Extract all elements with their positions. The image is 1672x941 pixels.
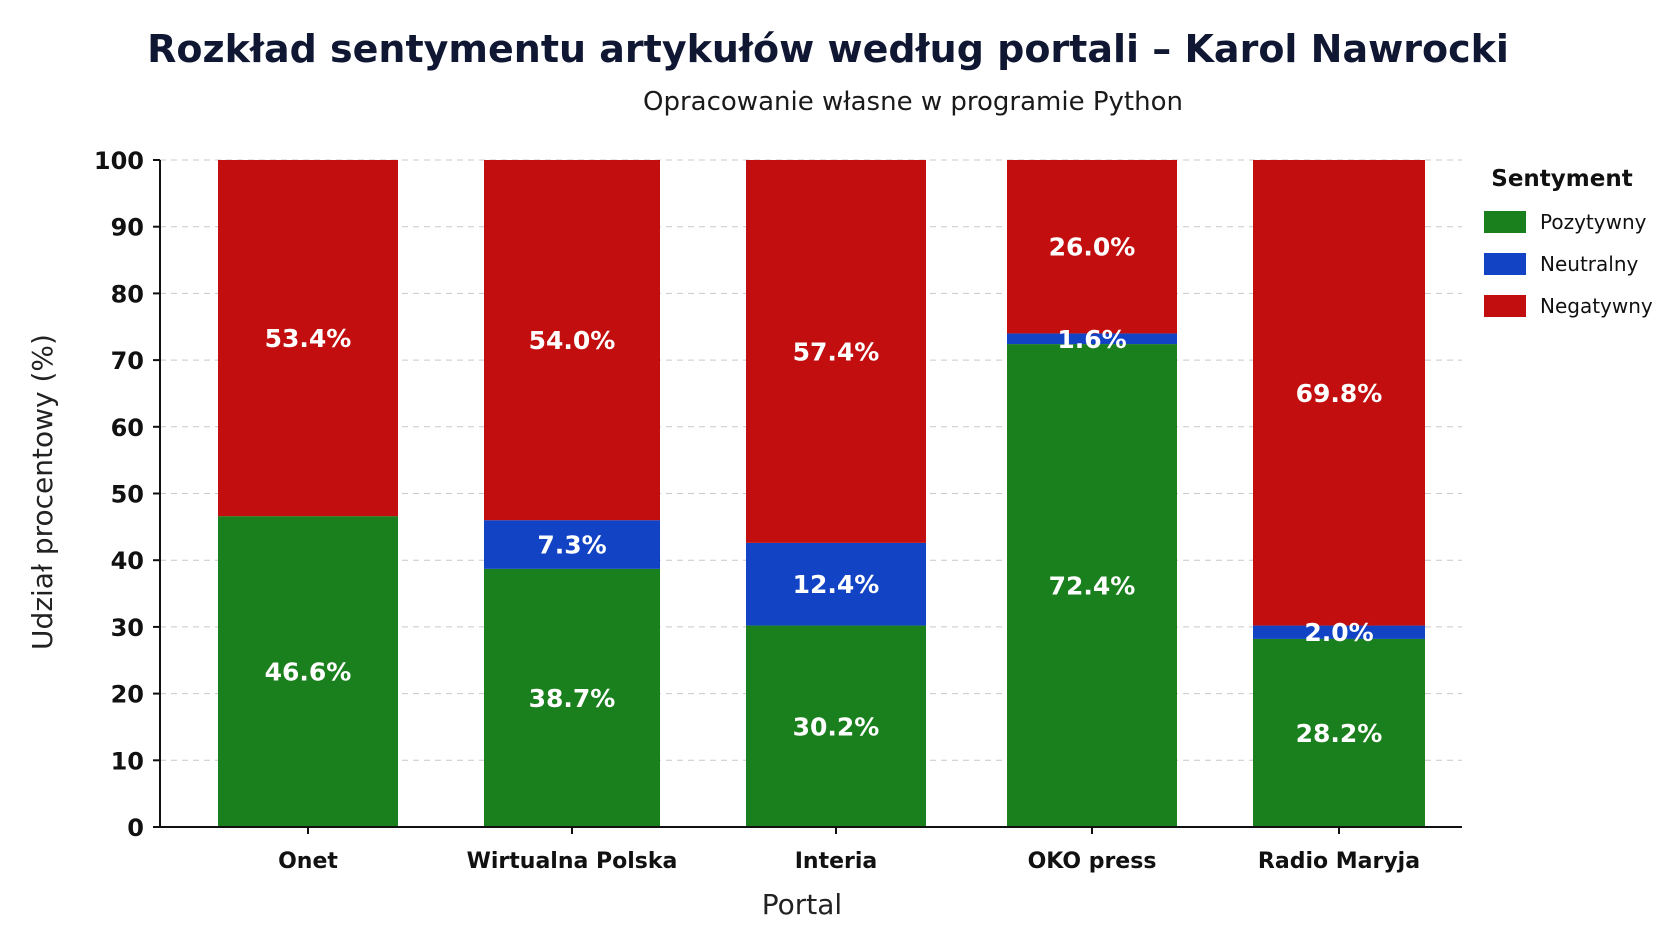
bar-segment-pozytywny	[746, 625, 926, 827]
legend-swatch-pozytywny	[1484, 211, 1526, 233]
bar-value-labels: 46.6% 53.4% 38.7% 7.3% 54.0% 30.2% 12.4% 57.4% 7…	[265, 233, 1383, 748]
bar-segment-neutralny	[1007, 333, 1177, 345]
y-tick-label: 70	[111, 347, 144, 375]
x-tick-label: Radio Maryja	[1258, 849, 1420, 874]
bar-segment-negatywny	[746, 160, 926, 543]
bar-value-label: 1.6%	[1057, 325, 1126, 354]
bar-value-label: 57.4%	[793, 337, 880, 366]
y-tick-label: 30	[111, 614, 144, 642]
bar-segment-pozytywny	[1007, 344, 1177, 827]
bar-value-label: 7.3%	[537, 531, 606, 560]
legend: Sentyment Pozytywny Neutralny Negatywny	[1484, 166, 1653, 318]
y-tick-label: 90	[111, 214, 144, 242]
legend-label-pozytywny: Pozytywny	[1540, 210, 1647, 234]
bar-segment-negatywny	[1253, 160, 1425, 626]
bar-value-label: 54.0%	[529, 326, 616, 355]
axes: 0 10 20 30 40 50 60 70 80 90 100 Onet Wirtualna Pols…	[94, 147, 1462, 874]
legend-swatch-neutralny	[1484, 253, 1526, 275]
bar-value-label: 72.4%	[1049, 572, 1136, 601]
bar-value-label: 12.4%	[793, 570, 880, 599]
y-tick-label: 60	[111, 414, 144, 442]
y-tick-label: 80	[111, 280, 144, 308]
bar-segment-negatywny	[484, 160, 660, 521]
y-tick-label: 10	[111, 747, 144, 775]
x-tick-label: Interia	[795, 849, 878, 874]
chart-title: Rozkład sentymentu artykułów według port…	[147, 27, 1509, 71]
chart-subtitle: Opracowanie własne w programie Python	[643, 87, 1183, 117]
bar-value-label: 2.0%	[1304, 618, 1373, 647]
x-tick-label: OKO press	[1028, 849, 1157, 874]
legend-label-neutralny: Neutralny	[1540, 252, 1638, 276]
bar-value-label: 46.6%	[265, 658, 352, 687]
legend-label-negatywny: Negatywny	[1540, 294, 1653, 318]
bar-segment-pozytywny	[218, 516, 398, 827]
bar-segment-pozytywny	[484, 568, 660, 827]
bar-value-label: 28.2%	[1296, 719, 1383, 748]
y-tick-label: 0	[127, 814, 144, 842]
bar-value-label: 26.0%	[1049, 233, 1136, 262]
bar-value-label: 69.8%	[1296, 379, 1383, 408]
bar-value-label: 30.2%	[793, 712, 880, 741]
x-tick-label: Wirtualna Polska	[467, 849, 678, 874]
y-tick-label: 40	[111, 547, 144, 575]
bar-segment-pozytywny	[1253, 638, 1425, 827]
y-tick-label: 20	[111, 681, 144, 709]
y-tick-label: 100	[94, 147, 144, 175]
bar-value-label: 53.4%	[265, 324, 352, 353]
legend-swatch-negatywny	[1484, 295, 1526, 317]
x-axis-label: Portal	[762, 888, 842, 921]
bar-segment-neutralny	[746, 542, 926, 626]
x-tick-label: Onet	[278, 849, 338, 874]
bar-segment-neutralny	[1253, 625, 1425, 639]
legend-title: Sentyment	[1491, 166, 1632, 192]
y-tick-label: 50	[111, 481, 144, 509]
y-axis-label: Udział procentowy (%)	[26, 334, 59, 650]
bars	[218, 160, 1425, 827]
bar-value-label: 38.7%	[529, 684, 616, 713]
bar-segment-negatywny	[1007, 160, 1177, 334]
bar-segment-negatywny	[218, 160, 398, 517]
bar-segment-neutralny	[484, 520, 660, 569]
